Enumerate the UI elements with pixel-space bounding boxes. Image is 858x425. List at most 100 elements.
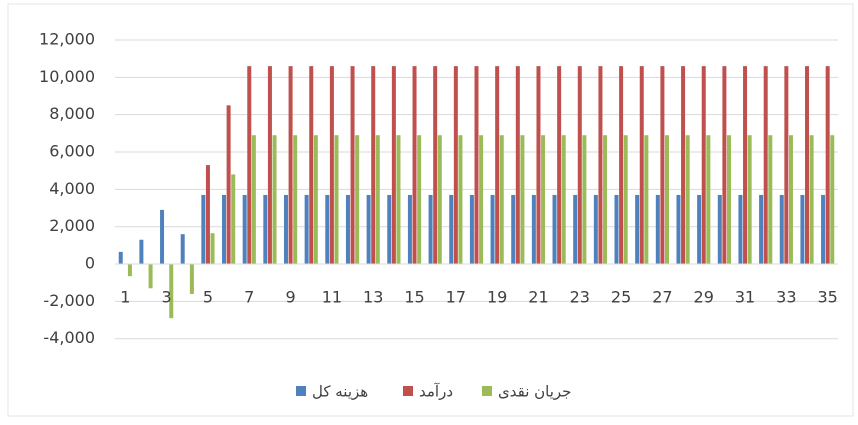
bar	[309, 66, 313, 264]
x-tick-label: 11	[322, 288, 342, 307]
bar	[557, 66, 561, 264]
bar	[438, 135, 442, 264]
bar	[702, 66, 706, 264]
legend-swatch	[403, 386, 413, 396]
bar	[355, 135, 359, 264]
x-tick-label: 17	[446, 288, 466, 307]
y-tick-label: 8,000	[49, 104, 95, 123]
bar	[644, 135, 648, 264]
bar	[532, 195, 536, 264]
bar	[149, 264, 153, 288]
x-tick-label: 1	[120, 288, 130, 307]
x-tick-label: 5	[203, 288, 213, 307]
x-tick-label: 35	[817, 288, 837, 307]
bar	[376, 135, 380, 264]
y-tick-label: 0	[85, 254, 95, 273]
legend-swatch	[296, 386, 306, 396]
bar	[553, 195, 557, 264]
bar	[780, 195, 784, 264]
bar	[810, 135, 814, 264]
bar	[805, 66, 809, 264]
bar	[139, 240, 143, 264]
bar	[495, 66, 499, 264]
bar	[413, 66, 417, 264]
x-tick-label: 29	[694, 288, 714, 307]
bar	[371, 66, 375, 264]
bar	[718, 195, 722, 264]
x-tick-label: 23	[570, 288, 590, 307]
bar	[222, 195, 226, 264]
x-tick-label: 27	[652, 288, 672, 307]
bar	[624, 135, 628, 264]
bar	[458, 135, 462, 264]
bar	[367, 195, 371, 264]
bar	[314, 135, 318, 264]
bar	[511, 195, 515, 264]
y-tick-label: 10,000	[39, 67, 95, 86]
bar	[759, 195, 763, 264]
bar	[160, 210, 164, 264]
bar	[252, 135, 256, 264]
bar	[541, 135, 545, 264]
y-tick-label: -2,000	[43, 291, 95, 310]
x-tick-label: 13	[363, 288, 383, 307]
y-tick-label: -4,000	[43, 328, 95, 347]
bar	[479, 135, 483, 264]
x-tick-label: 3	[162, 288, 172, 307]
bar	[681, 66, 685, 264]
bar	[598, 66, 602, 264]
bar	[470, 195, 474, 264]
bar	[615, 195, 619, 264]
bar	[665, 135, 669, 264]
bar	[603, 135, 607, 264]
y-tick-label: 4,000	[49, 179, 95, 198]
bar	[821, 195, 825, 264]
bar	[706, 135, 710, 264]
bar	[764, 66, 768, 264]
bar	[536, 66, 540, 264]
bar	[284, 195, 288, 264]
y-tick-label: 6,000	[49, 142, 95, 161]
bar	[686, 135, 690, 264]
bar	[500, 135, 504, 264]
bar	[330, 66, 334, 264]
legend-label: درآمد	[419, 383, 453, 401]
bar	[247, 66, 251, 264]
bar	[562, 135, 566, 264]
bar	[768, 135, 772, 264]
bar	[656, 195, 660, 264]
x-tick-label: 15	[404, 288, 424, 307]
x-tick-label: 21	[528, 288, 548, 307]
bar	[408, 195, 412, 264]
legend-label: هزینه کل	[312, 383, 368, 401]
bar	[429, 195, 433, 264]
y-tick-label: 2,000	[49, 216, 95, 235]
bar	[392, 66, 396, 264]
bar	[289, 66, 293, 264]
bar	[475, 66, 479, 264]
bar	[119, 252, 123, 264]
x-tick-label: 25	[611, 288, 631, 307]
x-tick-label: 33	[776, 288, 796, 307]
bar	[335, 135, 339, 264]
bar	[305, 195, 309, 264]
bar	[594, 195, 598, 264]
x-tick-label: 31	[735, 288, 755, 307]
bar	[417, 135, 421, 264]
bar	[227, 105, 231, 264]
bar	[727, 135, 731, 264]
x-tick-label: 19	[487, 288, 507, 307]
bar	[325, 195, 329, 264]
bar	[449, 195, 453, 264]
bar	[243, 195, 247, 264]
bar	[346, 195, 350, 264]
bar	[743, 66, 747, 264]
bar	[181, 234, 185, 264]
bar	[516, 66, 520, 264]
bar	[748, 135, 752, 264]
bar	[619, 66, 623, 264]
chart: -4,000 -2,000 0 2,000 4,000 6,000 8,000 10,000 1…	[0, 0, 858, 421]
bar	[396, 135, 400, 264]
y-tick-label: 12,000	[39, 30, 95, 49]
bar	[738, 195, 742, 264]
